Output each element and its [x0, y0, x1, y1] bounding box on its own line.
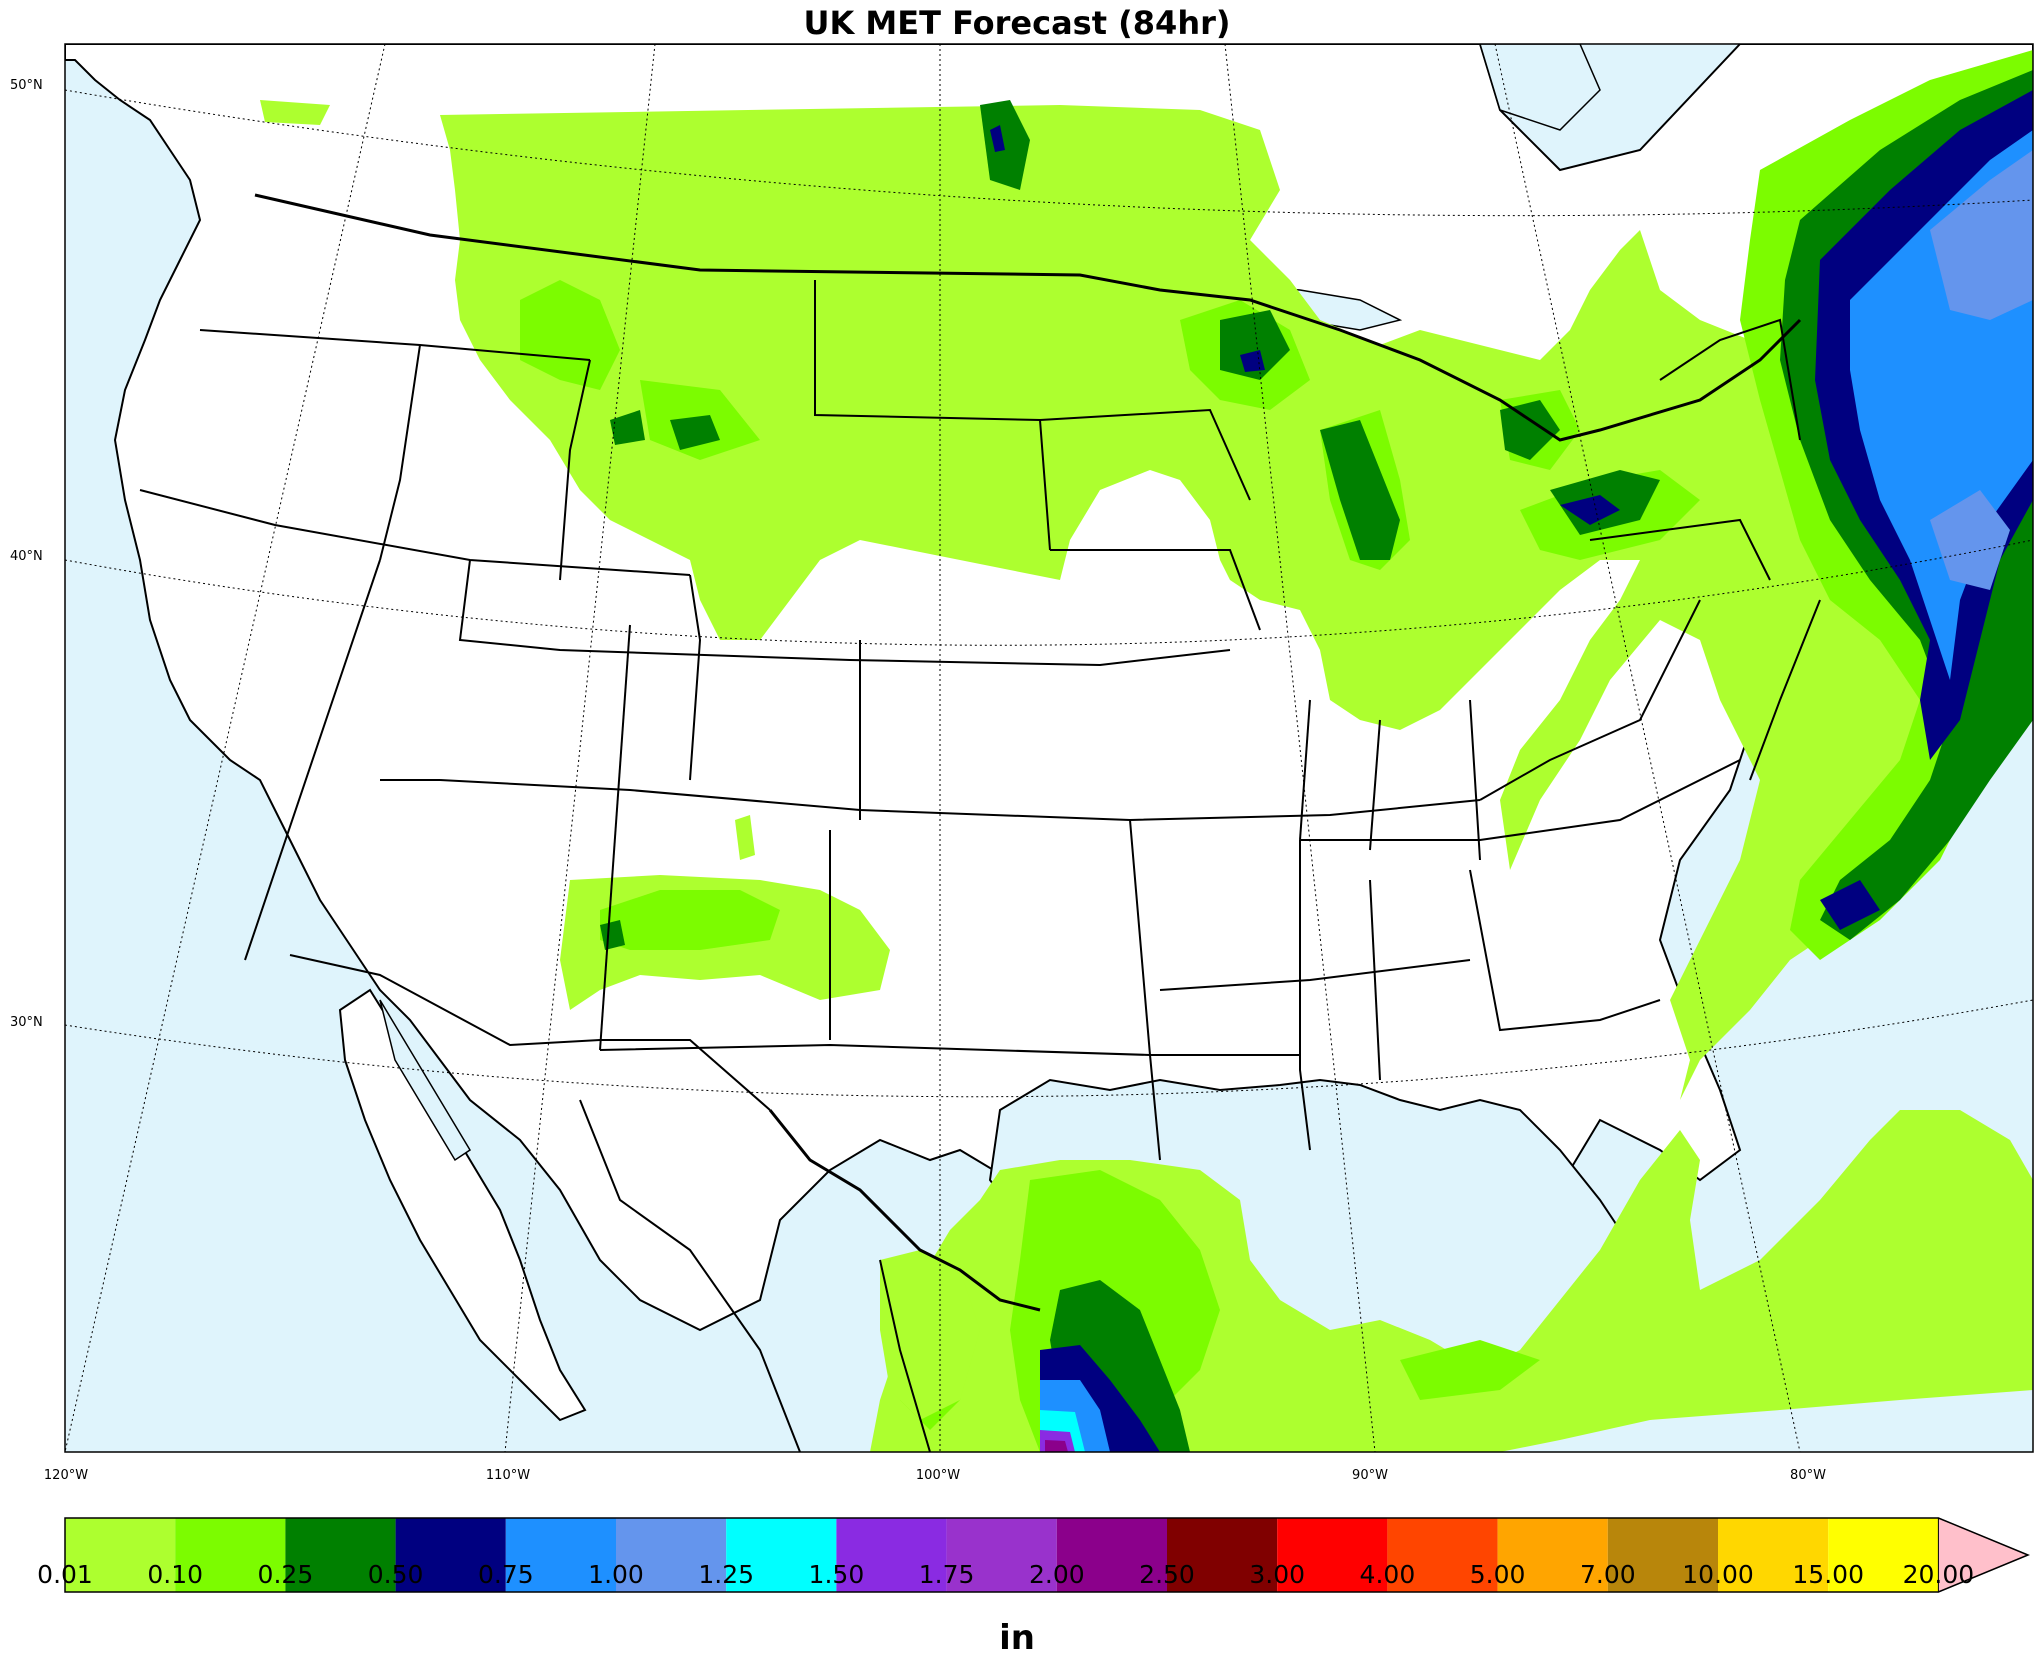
lon-label-80w: 80°W: [1790, 1468, 1826, 1483]
colorbar-tick-label: 7.00: [1579, 1560, 1636, 1589]
colorbar-tick-label: 0.75: [477, 1560, 534, 1589]
precip-contours: [260, 50, 2033, 1452]
graticule: [65, 44, 2033, 1452]
colorbar-tick-label: 1.50: [808, 1560, 865, 1589]
lon-label-110w: 110°W: [485, 1468, 531, 1483]
colorbar-tick-label: 4.00: [1359, 1560, 1416, 1589]
colorbar-tick-label: 15.00: [1792, 1560, 1864, 1589]
colorbar-units: in: [999, 1618, 1035, 1658]
lat-label-40n: 40°N: [10, 549, 43, 564]
boundaries: [139, 193, 1821, 1452]
lat-label-50n: 50°N: [10, 78, 43, 93]
map-frame: [64, 43, 2034, 1453]
lon-label-90w: 90°W: [1352, 1468, 1388, 1483]
colorbar-tick-label: 0.01: [37, 1560, 93, 1589]
colorbar-tick-label: 1.25: [698, 1560, 755, 1589]
lon-label-100w: 100°W: [915, 1468, 961, 1483]
colorbar-tick-label: 2.50: [1139, 1560, 1195, 1589]
colorbar-tick-label: 10.00: [1682, 1560, 1754, 1589]
lon-label-120w: 120°W: [43, 1468, 89, 1483]
colorbar-tick-label: 1.00: [588, 1560, 644, 1589]
colorbar-tick-label: 5.00: [1469, 1560, 1526, 1589]
map-title: UK MET Forecast (84hr): [803, 4, 1231, 42]
colorbar-tick-label: 0.25: [257, 1560, 314, 1589]
precipitation-map: [64, 43, 2034, 1453]
colorbar-tick-label: 0.10: [147, 1560, 204, 1589]
hudson-bay-water: [1479, 44, 1601, 131]
colorbar-tick-label: 0.50: [367, 1560, 424, 1589]
colorbar-tick-label: 2.00: [1028, 1560, 1085, 1589]
colorbar-tick-label: 20.00: [1902, 1560, 1975, 1589]
lat-label-30n: 30°N: [10, 1015, 43, 1030]
gulf-of-california: [379, 999, 472, 1162]
colorbar-tick-label: 1.75: [918, 1560, 975, 1589]
colorbar-tick-label: 3.00: [1249, 1560, 1306, 1589]
